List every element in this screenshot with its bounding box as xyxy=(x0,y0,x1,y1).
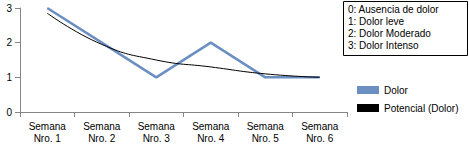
svg-text:3: Dolor Intenso: 3: Dolor Intenso xyxy=(348,40,419,51)
svg-text:0: 0 xyxy=(6,107,12,118)
svg-text:Dolor: Dolor xyxy=(384,85,409,96)
svg-text:Nro. 6: Nro. 6 xyxy=(306,133,334,144)
svg-text:2: 2 xyxy=(6,37,12,48)
svg-text:Nro. 3: Nro. 3 xyxy=(143,133,171,144)
svg-text:Nro. 2: Nro. 2 xyxy=(88,133,116,144)
svg-text:Semana: Semana xyxy=(301,121,339,132)
svg-text:Semana: Semana xyxy=(247,121,285,132)
svg-text:1: 1 xyxy=(6,72,12,83)
svg-text:Semana: Semana xyxy=(29,121,67,132)
svg-text:Nro. 1: Nro. 1 xyxy=(34,133,62,144)
svg-text:1: Dolor leve: 1: Dolor leve xyxy=(348,16,405,27)
svg-text:Semana: Semana xyxy=(83,121,121,132)
svg-text:Semana: Semana xyxy=(138,121,176,132)
svg-text:Nro. 5: Nro. 5 xyxy=(252,133,280,144)
svg-text:0: Ausencia de dolor: 0: Ausencia de dolor xyxy=(348,4,439,15)
svg-text:2: Dolor Moderado: 2: Dolor Moderado xyxy=(348,28,431,39)
svg-text:Nro. 4: Nro. 4 xyxy=(197,133,225,144)
svg-text:Potencial (Dolor): Potencial (Dolor) xyxy=(384,103,458,114)
svg-text:3: 3 xyxy=(6,3,12,14)
svg-text:Semana: Semana xyxy=(192,121,230,132)
